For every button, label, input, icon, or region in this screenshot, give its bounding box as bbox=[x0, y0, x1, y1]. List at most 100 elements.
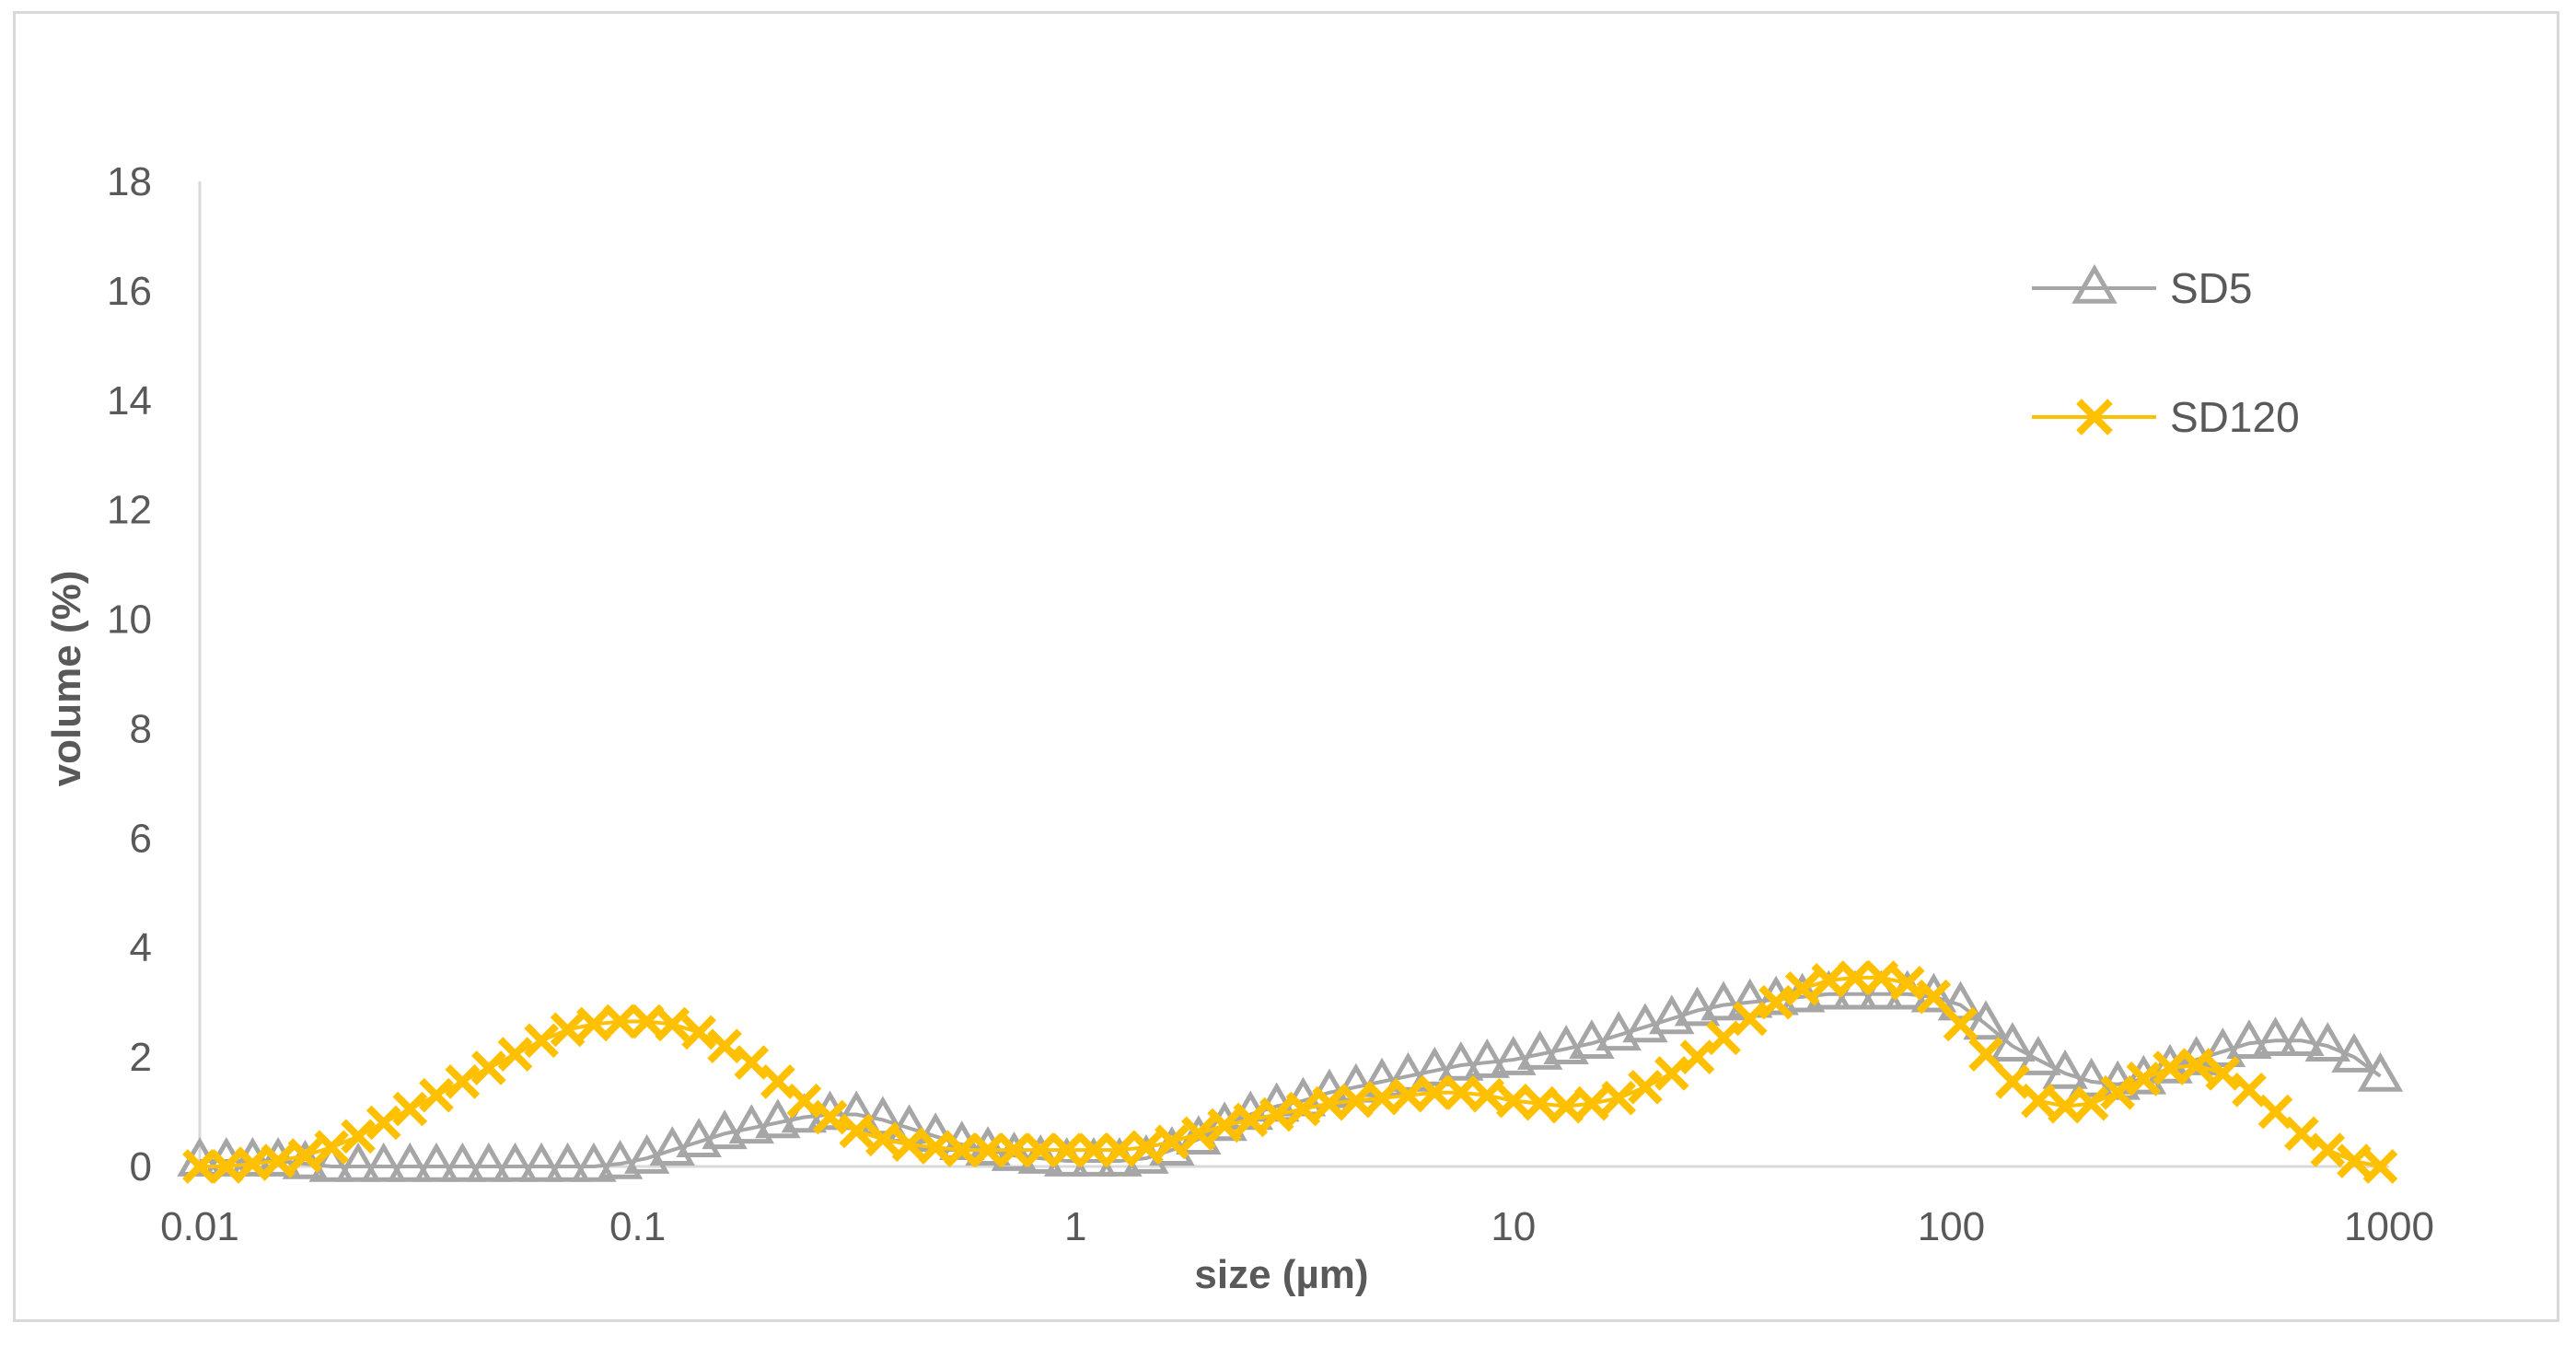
data-point-mark bbox=[497, 1037, 533, 1072]
y-tick-label: 2 bbox=[130, 1035, 152, 1080]
data-point-mark bbox=[1469, 1077, 1505, 1113]
y-tick-label: 4 bbox=[130, 925, 152, 970]
data-point bbox=[335, 1142, 381, 1182]
data-point bbox=[1438, 1040, 1484, 1081]
data-point bbox=[2310, 1132, 2346, 1167]
data-point bbox=[2071, 263, 2118, 304]
y-tick-label: 16 bbox=[107, 269, 152, 314]
data-point bbox=[2042, 1049, 2088, 1089]
data-point bbox=[1155, 1124, 1189, 1160]
data-point-mark bbox=[865, 1121, 900, 1157]
data-point-mark bbox=[707, 1028, 742, 1064]
data-point-mark bbox=[1916, 979, 1952, 1015]
legend-label: SD120 bbox=[2170, 393, 2300, 441]
data-point bbox=[544, 1142, 591, 1182]
x-tick-label: 10 bbox=[1491, 1204, 1536, 1249]
x-tick-label: 0.1 bbox=[609, 1204, 666, 1249]
data-point bbox=[1049, 1132, 1085, 1167]
data-point bbox=[1916, 979, 1952, 1015]
data-point-mark bbox=[734, 1045, 770, 1080]
data-point bbox=[287, 1138, 323, 1173]
data-point bbox=[1569, 1019, 1615, 1060]
series-sd5 bbox=[177, 969, 2404, 1182]
data-point-mark bbox=[1968, 1037, 2003, 1072]
data-point-mark bbox=[2284, 1116, 2319, 1152]
data-point bbox=[991, 1131, 1038, 1171]
data-point bbox=[2126, 1062, 2162, 1097]
data-point-mark bbox=[1995, 1064, 2030, 1099]
data-point bbox=[1732, 1001, 1768, 1037]
data-point bbox=[1469, 1077, 1505, 1113]
data-point bbox=[728, 1104, 775, 1144]
data-point bbox=[1516, 1030, 1563, 1070]
data-point-mark bbox=[1207, 1108, 1242, 1143]
data-point-mark bbox=[392, 1091, 428, 1127]
data-point bbox=[1679, 1039, 1715, 1074]
data-point bbox=[366, 1105, 401, 1141]
data-point bbox=[860, 1096, 906, 1136]
data-point bbox=[2252, 1016, 2299, 1057]
data-point bbox=[2178, 1048, 2214, 1083]
data-point-mark bbox=[550, 1012, 586, 1048]
data-point bbox=[655, 1006, 690, 1042]
data-point bbox=[865, 1121, 900, 1157]
data-point-mark bbox=[366, 1105, 401, 1141]
x-tick-label: 1000 bbox=[2344, 1204, 2434, 1249]
data-point bbox=[419, 1077, 454, 1113]
data-point bbox=[492, 1142, 539, 1182]
data-point-mark bbox=[1129, 1130, 1164, 1166]
data-point bbox=[2076, 399, 2113, 435]
data-point bbox=[1076, 1132, 1111, 1167]
data-point-mark bbox=[1628, 1069, 1663, 1105]
data-point-mark bbox=[602, 1004, 638, 1039]
data-point bbox=[1784, 970, 1820, 1006]
data-point bbox=[1937, 980, 1984, 1021]
data-point bbox=[261, 1143, 296, 1178]
data-point bbox=[702, 1109, 748, 1150]
data-point-mark bbox=[1784, 970, 1820, 1006]
data-point bbox=[524, 1023, 559, 1059]
data-point bbox=[970, 1132, 1005, 1167]
legend-item-sd5: SD5 bbox=[2032, 263, 2252, 312]
data-point-mark bbox=[1706, 1020, 1741, 1056]
data-point-mark bbox=[1758, 984, 1793, 1020]
data-point bbox=[571, 1142, 617, 1182]
series-layer bbox=[177, 960, 2404, 1184]
data-point bbox=[1181, 1116, 1216, 1152]
data-point bbox=[392, 1091, 428, 1127]
data-point bbox=[1628, 1069, 1663, 1105]
data-point bbox=[2357, 1051, 2404, 1092]
data-point bbox=[1968, 1037, 2003, 1072]
data-point bbox=[2068, 1057, 2115, 1097]
data-point bbox=[1622, 1003, 1668, 1043]
data-point bbox=[1411, 1046, 1458, 1086]
data-point bbox=[1706, 1020, 1741, 1056]
data-point bbox=[1491, 1036, 1537, 1075]
data-point-mark bbox=[2073, 1085, 2109, 1121]
y-tick-label: 6 bbox=[130, 816, 152, 861]
data-point bbox=[2199, 1027, 2246, 1067]
data-point-mark bbox=[1049, 1132, 1085, 1167]
data-point-mark bbox=[261, 1143, 296, 1178]
y-tick-label: 10 bbox=[107, 598, 152, 643]
data-point-mark bbox=[2310, 1132, 2346, 1167]
data-point-mark bbox=[760, 1064, 795, 1099]
data-point bbox=[649, 1126, 695, 1166]
data-point bbox=[2279, 1016, 2325, 1057]
data-point bbox=[1207, 1108, 1242, 1143]
y-tick-label: 12 bbox=[107, 488, 152, 533]
data-point-mark bbox=[812, 1099, 848, 1135]
data-point bbox=[760, 1064, 795, 1099]
data-point bbox=[1595, 1011, 1642, 1051]
data-point-mark bbox=[996, 1132, 1032, 1167]
data-point-mark bbox=[1076, 1132, 1111, 1167]
data-point bbox=[1023, 1132, 1059, 1167]
data-point bbox=[1758, 984, 1793, 1020]
data-point-mark bbox=[2021, 1083, 2056, 1119]
data-point bbox=[445, 1064, 481, 1099]
data-point-mark bbox=[1732, 1001, 1768, 1037]
data-point-mark bbox=[2178, 1048, 2214, 1083]
data-point-mark bbox=[944, 1132, 980, 1167]
y-tick-label: 8 bbox=[130, 706, 152, 751]
data-point-mark bbox=[2205, 1056, 2241, 1091]
